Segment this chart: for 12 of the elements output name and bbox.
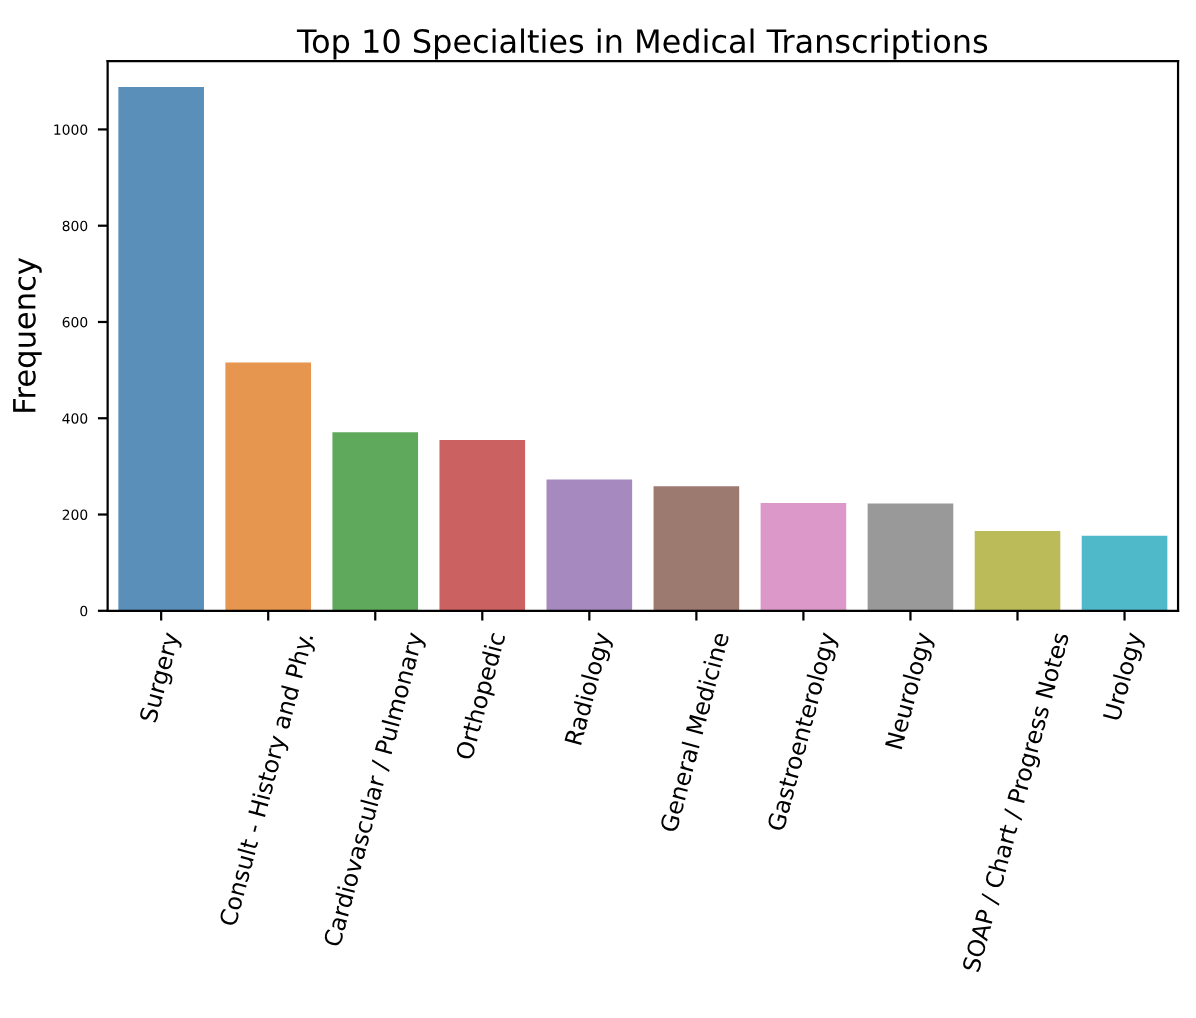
bar — [974, 530, 1061, 611]
bar — [1081, 535, 1168, 611]
bar — [653, 486, 740, 611]
bar — [760, 502, 847, 611]
chart-title: Top 10 Specialties in Medical Transcriptions — [296, 28, 988, 60]
y-axis-title: Frequency — [13, 257, 42, 412]
bar — [546, 479, 633, 611]
bar — [118, 87, 204, 611]
bar — [225, 362, 312, 611]
bar — [332, 432, 419, 611]
bar — [439, 439, 526, 611]
bar — [867, 503, 954, 611]
